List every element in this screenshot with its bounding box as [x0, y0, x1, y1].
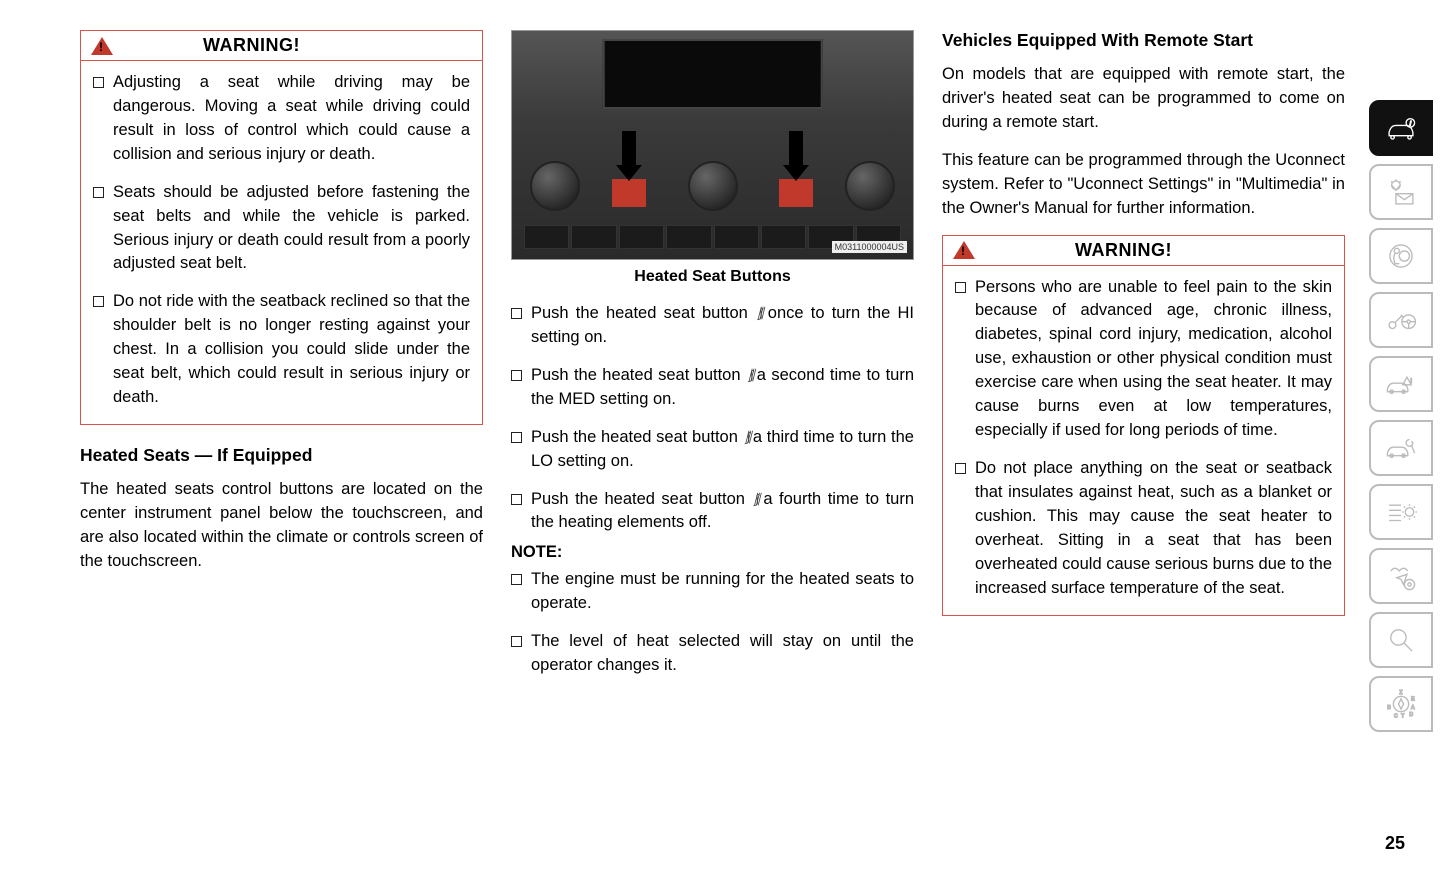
- warning-triangle-icon: [953, 241, 975, 259]
- svg-text:B: B: [1387, 705, 1391, 711]
- heated-seat-icon: ⫼: [743, 427, 749, 448]
- column-1: WARNING! Adjusting a seat while driving …: [80, 30, 483, 678]
- nav-tab-settings-list[interactable]: [1369, 484, 1433, 540]
- heated-seat-icon: ⫼: [751, 489, 757, 510]
- heated-seat-icon: ⫼: [755, 303, 761, 324]
- nav-tab-vehicle-info[interactable]: i: [1369, 100, 1433, 156]
- svg-text:D: D: [1409, 712, 1413, 718]
- image-reference-tag: M0311000004US: [832, 241, 907, 253]
- warning-item: Persons who are unable to feel pain to t…: [955, 276, 1332, 443]
- section-nav-tabs: i ! Z EA BCTD: [1369, 100, 1433, 732]
- dashboard-knob: [845, 161, 895, 211]
- svg-text:A: A: [1411, 705, 1415, 711]
- note-list: The engine must be running for the heate…: [511, 568, 914, 678]
- warning-title: WARNING!: [1075, 240, 1172, 261]
- warning-body: Adjusting a seat while driving may be da…: [81, 61, 482, 424]
- figure-heated-seat-buttons: M0311000004US Heated Seat Buttons: [511, 30, 914, 286]
- instruction-text: Push the heated seat button: [531, 366, 746, 384]
- warning-header: WARNING!: [81, 31, 482, 61]
- note-item: The engine must be running for the heate…: [511, 568, 914, 616]
- instruction-item: Push the heated seat button ⫼ a third ti…: [511, 426, 914, 474]
- column-3: Vehicles Equipped With Remote Start On m…: [942, 30, 1345, 678]
- dashboard-photo: M0311000004US: [511, 30, 914, 260]
- nav-tab-key-steering[interactable]: [1369, 292, 1433, 348]
- warning-item: Do not ride with the seatback reclined s…: [93, 290, 470, 410]
- body-paragraph: On models that are equipped with remote …: [942, 63, 1345, 135]
- note-item: The level of heat selected will stay on …: [511, 630, 914, 678]
- nav-tab-compass[interactable]: Z EA BCTD: [1369, 676, 1433, 732]
- warning-body: Persons who are unable to feel pain to t…: [943, 266, 1344, 615]
- dashboard-knob: [688, 161, 738, 211]
- nav-tab-messages[interactable]: [1369, 164, 1433, 220]
- nav-tab-airbag[interactable]: [1369, 228, 1433, 284]
- heated-seat-icon: ⫼: [746, 365, 752, 386]
- arrow-down-icon: [783, 131, 809, 181]
- note-heading: NOTE:: [511, 543, 914, 562]
- section-heading-heated-seats: Heated Seats — If Equipped: [80, 445, 483, 466]
- nav-tab-vehicle-service[interactable]: [1369, 420, 1433, 476]
- svg-text:C: C: [1394, 714, 1398, 720]
- dashboard-screen: [602, 39, 823, 109]
- warning-header: WARNING!: [943, 236, 1344, 266]
- page-number: 25: [1385, 833, 1405, 854]
- svg-text:E: E: [1411, 697, 1415, 703]
- nav-tab-search[interactable]: [1369, 612, 1433, 668]
- warning-item: Seats should be adjusted before fastenin…: [93, 181, 470, 277]
- warning-item: Do not place anything on the seat or sea…: [955, 457, 1332, 601]
- instruction-item: Push the heated seat button ⫼ a fourth t…: [511, 488, 914, 536]
- warning-box-seat-heater: WARNING! Persons who are unable to feel …: [942, 235, 1345, 616]
- dashboard-knob: [530, 161, 580, 211]
- warning-list: Persons who are unable to feel pain to t…: [955, 276, 1332, 601]
- heated-seat-button-highlight: [779, 179, 813, 207]
- body-paragraph: This feature can be programmed through t…: [942, 149, 1345, 221]
- nav-tab-media-location[interactable]: [1369, 548, 1433, 604]
- warning-box-seat-adjust: WARNING! Adjusting a seat while driving …: [80, 30, 483, 425]
- svg-text:Z: Z: [1399, 690, 1402, 696]
- instruction-item: Push the heated seat button ⫼ once to tu…: [511, 302, 914, 350]
- instruction-text: Push the heated seat button: [531, 490, 751, 508]
- warning-list: Adjusting a seat while driving may be da…: [93, 71, 470, 410]
- instruction-item: Push the heated seat button ⫼ a second t…: [511, 364, 914, 412]
- warning-item: Adjusting a seat while driving may be da…: [93, 71, 470, 167]
- instruction-text: Push the heated seat button: [531, 428, 743, 446]
- instruction-list: Push the heated seat button ⫼ once to tu…: [511, 302, 914, 535]
- svg-text:T: T: [1401, 714, 1404, 720]
- warning-triangle-icon: [91, 37, 113, 55]
- warning-title: WARNING!: [203, 35, 300, 56]
- nav-tab-vehicle-warning[interactable]: !: [1369, 356, 1433, 412]
- column-2: M0311000004US Heated Seat Buttons Push t…: [511, 30, 914, 678]
- heated-seat-button-highlight: [612, 179, 646, 207]
- body-paragraph: The heated seats control buttons are loc…: [80, 478, 483, 574]
- arrow-down-icon: [616, 131, 642, 181]
- figure-caption: Heated Seat Buttons: [511, 268, 914, 286]
- svg-text:!: !: [1410, 378, 1412, 385]
- instruction-text: Push the heated seat button: [531, 304, 755, 322]
- section-heading-remote-start: Vehicles Equipped With Remote Start: [942, 30, 1345, 51]
- manual-page: WARNING! Adjusting a seat while driving …: [0, 0, 1445, 708]
